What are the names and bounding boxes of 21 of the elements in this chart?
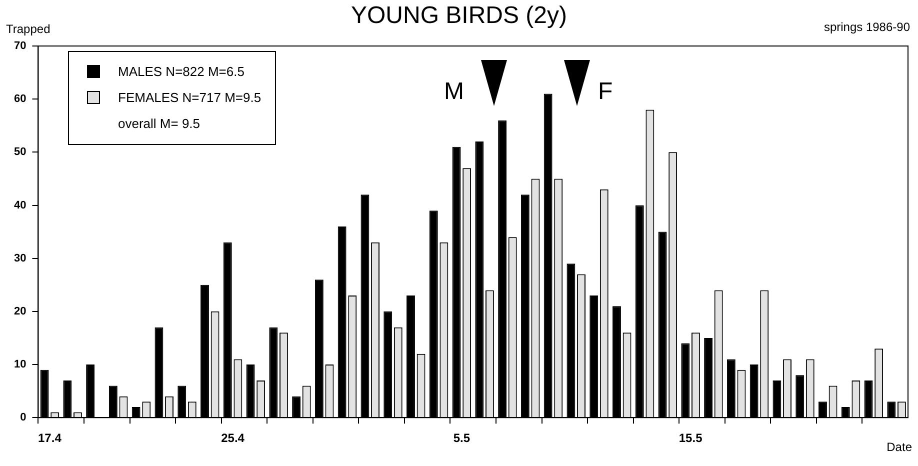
annotation: overall M= 9.5: [117, 114, 202, 132]
chart-title: YOUNG BIRDS (2y): [350, 2, 568, 29]
y-tick-label: 60: [14, 93, 26, 106]
y-tick-label: 20: [14, 305, 26, 318]
y-tick-label: 40: [14, 199, 26, 212]
chart-subtitle: springs 1986-90: [824, 20, 910, 34]
legend-label: FEMALES N=717 M=9.5: [118, 90, 262, 104]
x-tick-label: 17.4: [38, 431, 62, 446]
annotation: M: [444, 78, 464, 106]
y-tick-label: 0: [20, 412, 26, 424]
x-tick-label: 25.4: [221, 431, 245, 446]
x-tick-label: 15.5: [678, 431, 703, 446]
y-tick-label: 70: [14, 40, 26, 52]
y-tick-label: 30: [14, 252, 26, 264]
y-axis-title: Trapped: [6, 22, 50, 36]
legend-label: MALES N=822 M=6.5: [118, 64, 244, 78]
y-tick-label: 10: [14, 358, 26, 371]
x-tick-label: 5.5: [453, 431, 470, 446]
annotation: F: [598, 78, 613, 106]
y-tick-label: 50: [14, 146, 26, 158]
x-axis-title: Date: [886, 440, 912, 454]
